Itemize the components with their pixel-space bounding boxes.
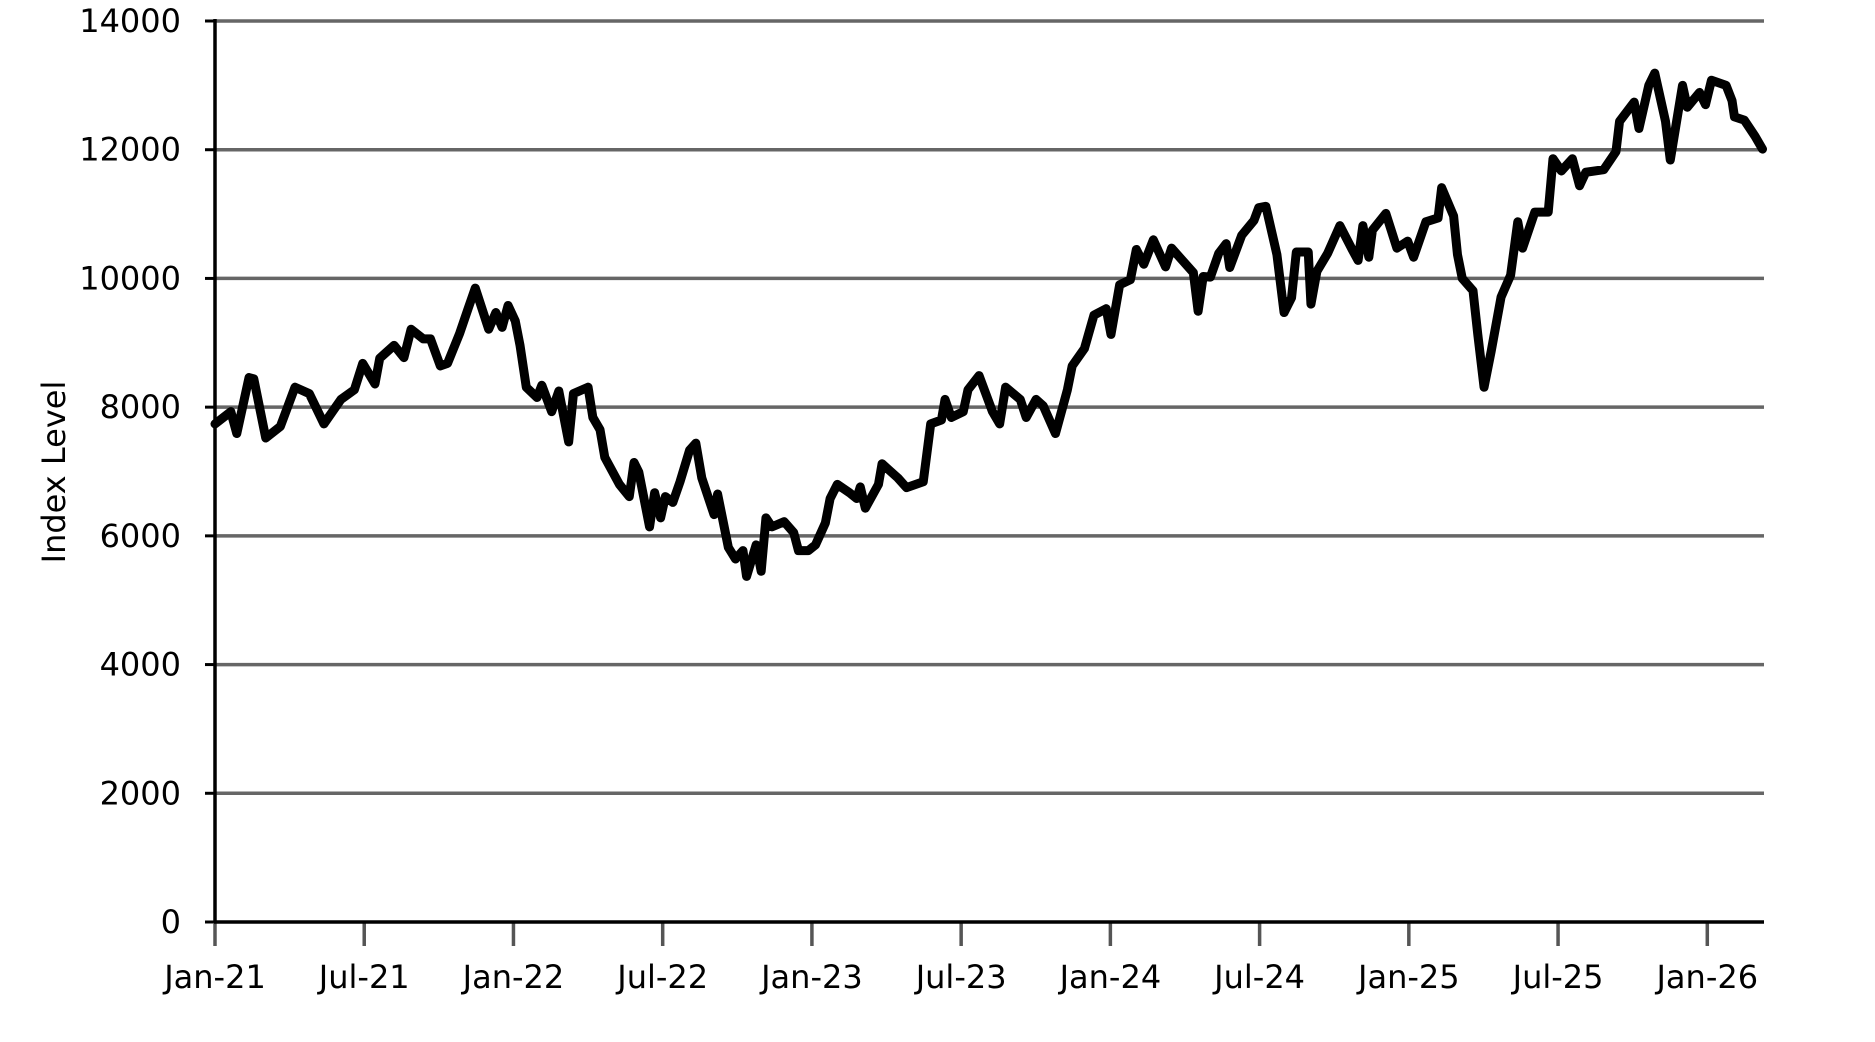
x-tick-label: Jan-25 [1356, 958, 1460, 996]
line-series [210, 68, 1768, 581]
y-tick-label: 12000 [79, 131, 181, 169]
y-tick-label: 14000 [79, 2, 181, 40]
y-tick-label: 6000 [100, 517, 181, 555]
y-tick-label: 2000 [100, 774, 181, 812]
x-tick-label: Jul-23 [914, 958, 1007, 996]
y-tick-label: 10000 [79, 259, 181, 297]
x-tick-label: Jan-22 [461, 958, 565, 996]
y-tick-label: 8000 [100, 388, 181, 426]
x-tick-label: Jul-21 [317, 958, 410, 996]
x-tick-label: Jan-23 [759, 958, 863, 996]
y-tick-label: 0 [161, 903, 181, 941]
x-tick-label: Jul-25 [1511, 958, 1604, 996]
x-tick-label: Jul-24 [1212, 958, 1305, 996]
x-tick-label: Jan-24 [1058, 958, 1162, 996]
x-tick-label: Jan-21 [162, 958, 266, 996]
x-tick-label: Jul-22 [615, 958, 708, 996]
y-tick-label: 4000 [100, 646, 181, 684]
y-axis-label: Index Level [35, 381, 73, 564]
x-tick-label: Jan-26 [1654, 958, 1758, 996]
